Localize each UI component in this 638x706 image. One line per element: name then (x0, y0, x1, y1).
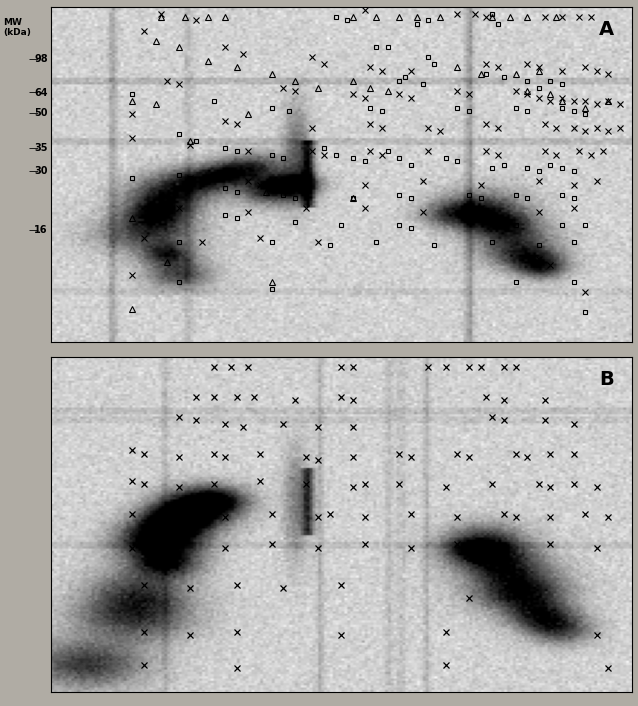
Text: —: — (29, 167, 38, 176)
Text: —: — (29, 54, 38, 64)
Text: A: A (599, 20, 614, 40)
Text: 35: 35 (34, 143, 48, 153)
Text: —: — (29, 88, 38, 97)
Text: 64: 64 (34, 88, 48, 97)
Text: 16: 16 (34, 225, 48, 235)
Text: —: — (29, 143, 38, 153)
Text: 98: 98 (34, 54, 48, 64)
Text: —: — (29, 108, 38, 118)
Text: 30: 30 (34, 167, 48, 176)
Text: B: B (600, 370, 614, 389)
Text: MW
(kDa): MW (kDa) (3, 18, 31, 37)
Text: 50: 50 (34, 108, 48, 118)
Text: —: — (29, 225, 38, 235)
